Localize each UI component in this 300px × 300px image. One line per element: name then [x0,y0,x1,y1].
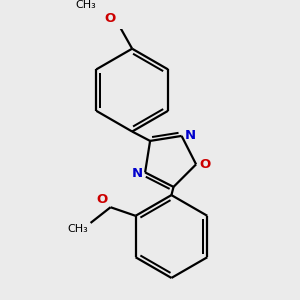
Text: CH₃: CH₃ [76,0,96,10]
Text: O: O [200,158,211,171]
Text: CH₃: CH₃ [67,224,88,234]
Text: O: O [97,193,108,206]
Text: O: O [104,12,116,25]
Text: N: N [185,129,196,142]
Text: N: N [132,167,143,180]
